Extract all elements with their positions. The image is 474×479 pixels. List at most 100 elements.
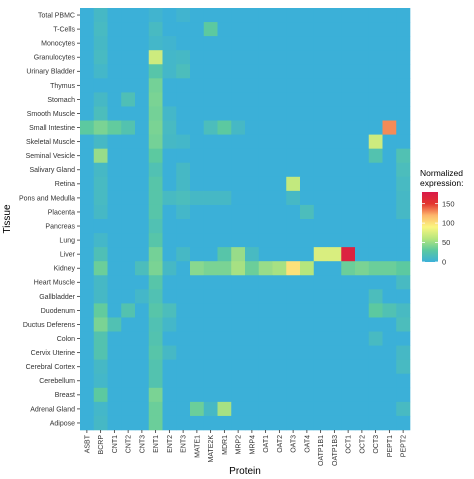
heatmap-cell xyxy=(162,106,177,121)
heatmap-cell xyxy=(93,22,108,37)
heatmap-cell xyxy=(80,36,95,51)
heatmap-cell xyxy=(231,106,246,121)
heatmap-cell xyxy=(368,120,383,135)
heatmap-cell xyxy=(231,120,246,135)
heatmap-cell xyxy=(135,148,150,164)
heatmap-cell xyxy=(121,219,136,234)
heatmap-cell xyxy=(107,120,122,135)
heatmap-cell xyxy=(355,373,370,389)
heatmap-cell xyxy=(300,120,315,135)
heatmap-cell xyxy=(135,247,150,262)
heatmap-cell xyxy=(231,219,246,234)
heatmap-cell xyxy=(176,387,191,403)
heatmap-cell xyxy=(355,401,370,417)
heatmap-cell xyxy=(231,148,246,164)
heatmap-cell xyxy=(80,415,95,431)
heatmap-cell xyxy=(368,387,383,403)
heatmap-cell xyxy=(327,22,342,37)
heatmap-cell xyxy=(245,247,260,262)
heatmap-cell xyxy=(203,8,218,23)
heatmap-cell xyxy=(148,190,163,206)
y-tick-label: Cerebral Cortex xyxy=(26,364,76,371)
heatmap-cell xyxy=(300,345,315,360)
heatmap-cell xyxy=(300,162,315,178)
heatmap-cell xyxy=(355,92,370,107)
legend-tick-label: 150 xyxy=(442,199,455,208)
heatmap-cell xyxy=(217,415,232,431)
heatmap-cell xyxy=(162,148,177,164)
heatmap-cell xyxy=(355,22,370,37)
heatmap-cell xyxy=(176,190,191,206)
heatmap-cell xyxy=(272,317,287,332)
heatmap-cell xyxy=(355,162,370,178)
heatmap-cell xyxy=(382,92,397,107)
heatmap-cell xyxy=(382,359,397,375)
heatmap-cell xyxy=(231,233,246,248)
heatmap-cell xyxy=(245,373,260,389)
heatmap-cell xyxy=(313,92,328,107)
heatmap-cell xyxy=(272,303,287,318)
heatmap-cell xyxy=(203,373,218,389)
heatmap-cell xyxy=(203,289,218,304)
heatmap-cell xyxy=(341,92,356,107)
heatmap-cell xyxy=(203,162,218,178)
heatmap-cell xyxy=(190,50,205,65)
heatmap-cell xyxy=(176,50,191,65)
heatmap-cell xyxy=(176,64,191,79)
heatmap-cell xyxy=(382,233,397,248)
heatmap-cell xyxy=(162,345,177,360)
legend-ticks: 0 50 100 150 xyxy=(422,199,455,267)
heatmap-cell xyxy=(176,233,191,248)
heatmap-cell xyxy=(93,134,108,149)
heatmap-cell xyxy=(231,64,246,79)
heatmap-cell xyxy=(217,233,232,248)
heatmap-cell xyxy=(341,162,356,178)
heatmap-cell xyxy=(300,36,315,51)
heatmap-cell xyxy=(107,261,122,276)
heatmap-cell xyxy=(355,303,370,318)
heatmap-cell xyxy=(203,106,218,121)
heatmap-cell xyxy=(107,106,122,121)
heatmap-cell xyxy=(272,36,287,51)
heatmap-cell xyxy=(341,401,356,417)
heatmap-cell xyxy=(93,387,108,403)
heatmap-cell xyxy=(93,233,108,248)
heatmap-cell xyxy=(135,359,150,375)
heatmap-cell xyxy=(80,8,95,23)
heatmap-cell xyxy=(80,148,95,164)
heatmap-cell xyxy=(272,50,287,65)
heatmap-cell xyxy=(382,387,397,403)
heatmap-cell xyxy=(231,317,246,332)
heatmap-cell xyxy=(148,120,163,135)
heatmap-cell xyxy=(217,289,232,304)
heatmap-cell xyxy=(107,190,122,206)
heatmap-cell xyxy=(327,261,342,276)
heatmap-cell xyxy=(135,387,150,403)
heatmap-cell xyxy=(135,219,150,234)
heatmap-cell xyxy=(190,387,205,403)
heatmap-cell xyxy=(355,190,370,206)
heatmap-cell xyxy=(107,78,122,93)
heatmap-cell xyxy=(245,303,260,318)
heatmap-cell xyxy=(313,120,328,135)
heatmap-cell xyxy=(162,176,177,192)
heatmap-cell xyxy=(93,162,108,178)
heatmap-cell xyxy=(368,190,383,206)
heatmap-cell xyxy=(286,289,301,304)
heatmap-cell xyxy=(258,359,273,375)
x-tick-label: OAT1 xyxy=(263,435,270,453)
heatmap-cell xyxy=(300,134,315,149)
heatmap-cell xyxy=(135,373,150,389)
heatmap-cell xyxy=(93,247,108,262)
heatmap-cell xyxy=(245,233,260,248)
heatmap-cell xyxy=(135,415,150,431)
heatmap-cell xyxy=(148,106,163,121)
heatmap-cell xyxy=(231,275,246,290)
heatmap-cell xyxy=(107,331,122,346)
heatmap-cell xyxy=(245,345,260,360)
heatmap-cell xyxy=(162,8,177,23)
heatmap-cell xyxy=(217,92,232,107)
heatmap-cell xyxy=(313,373,328,389)
heatmap-cell xyxy=(286,331,301,346)
heatmap-cell xyxy=(368,50,383,65)
